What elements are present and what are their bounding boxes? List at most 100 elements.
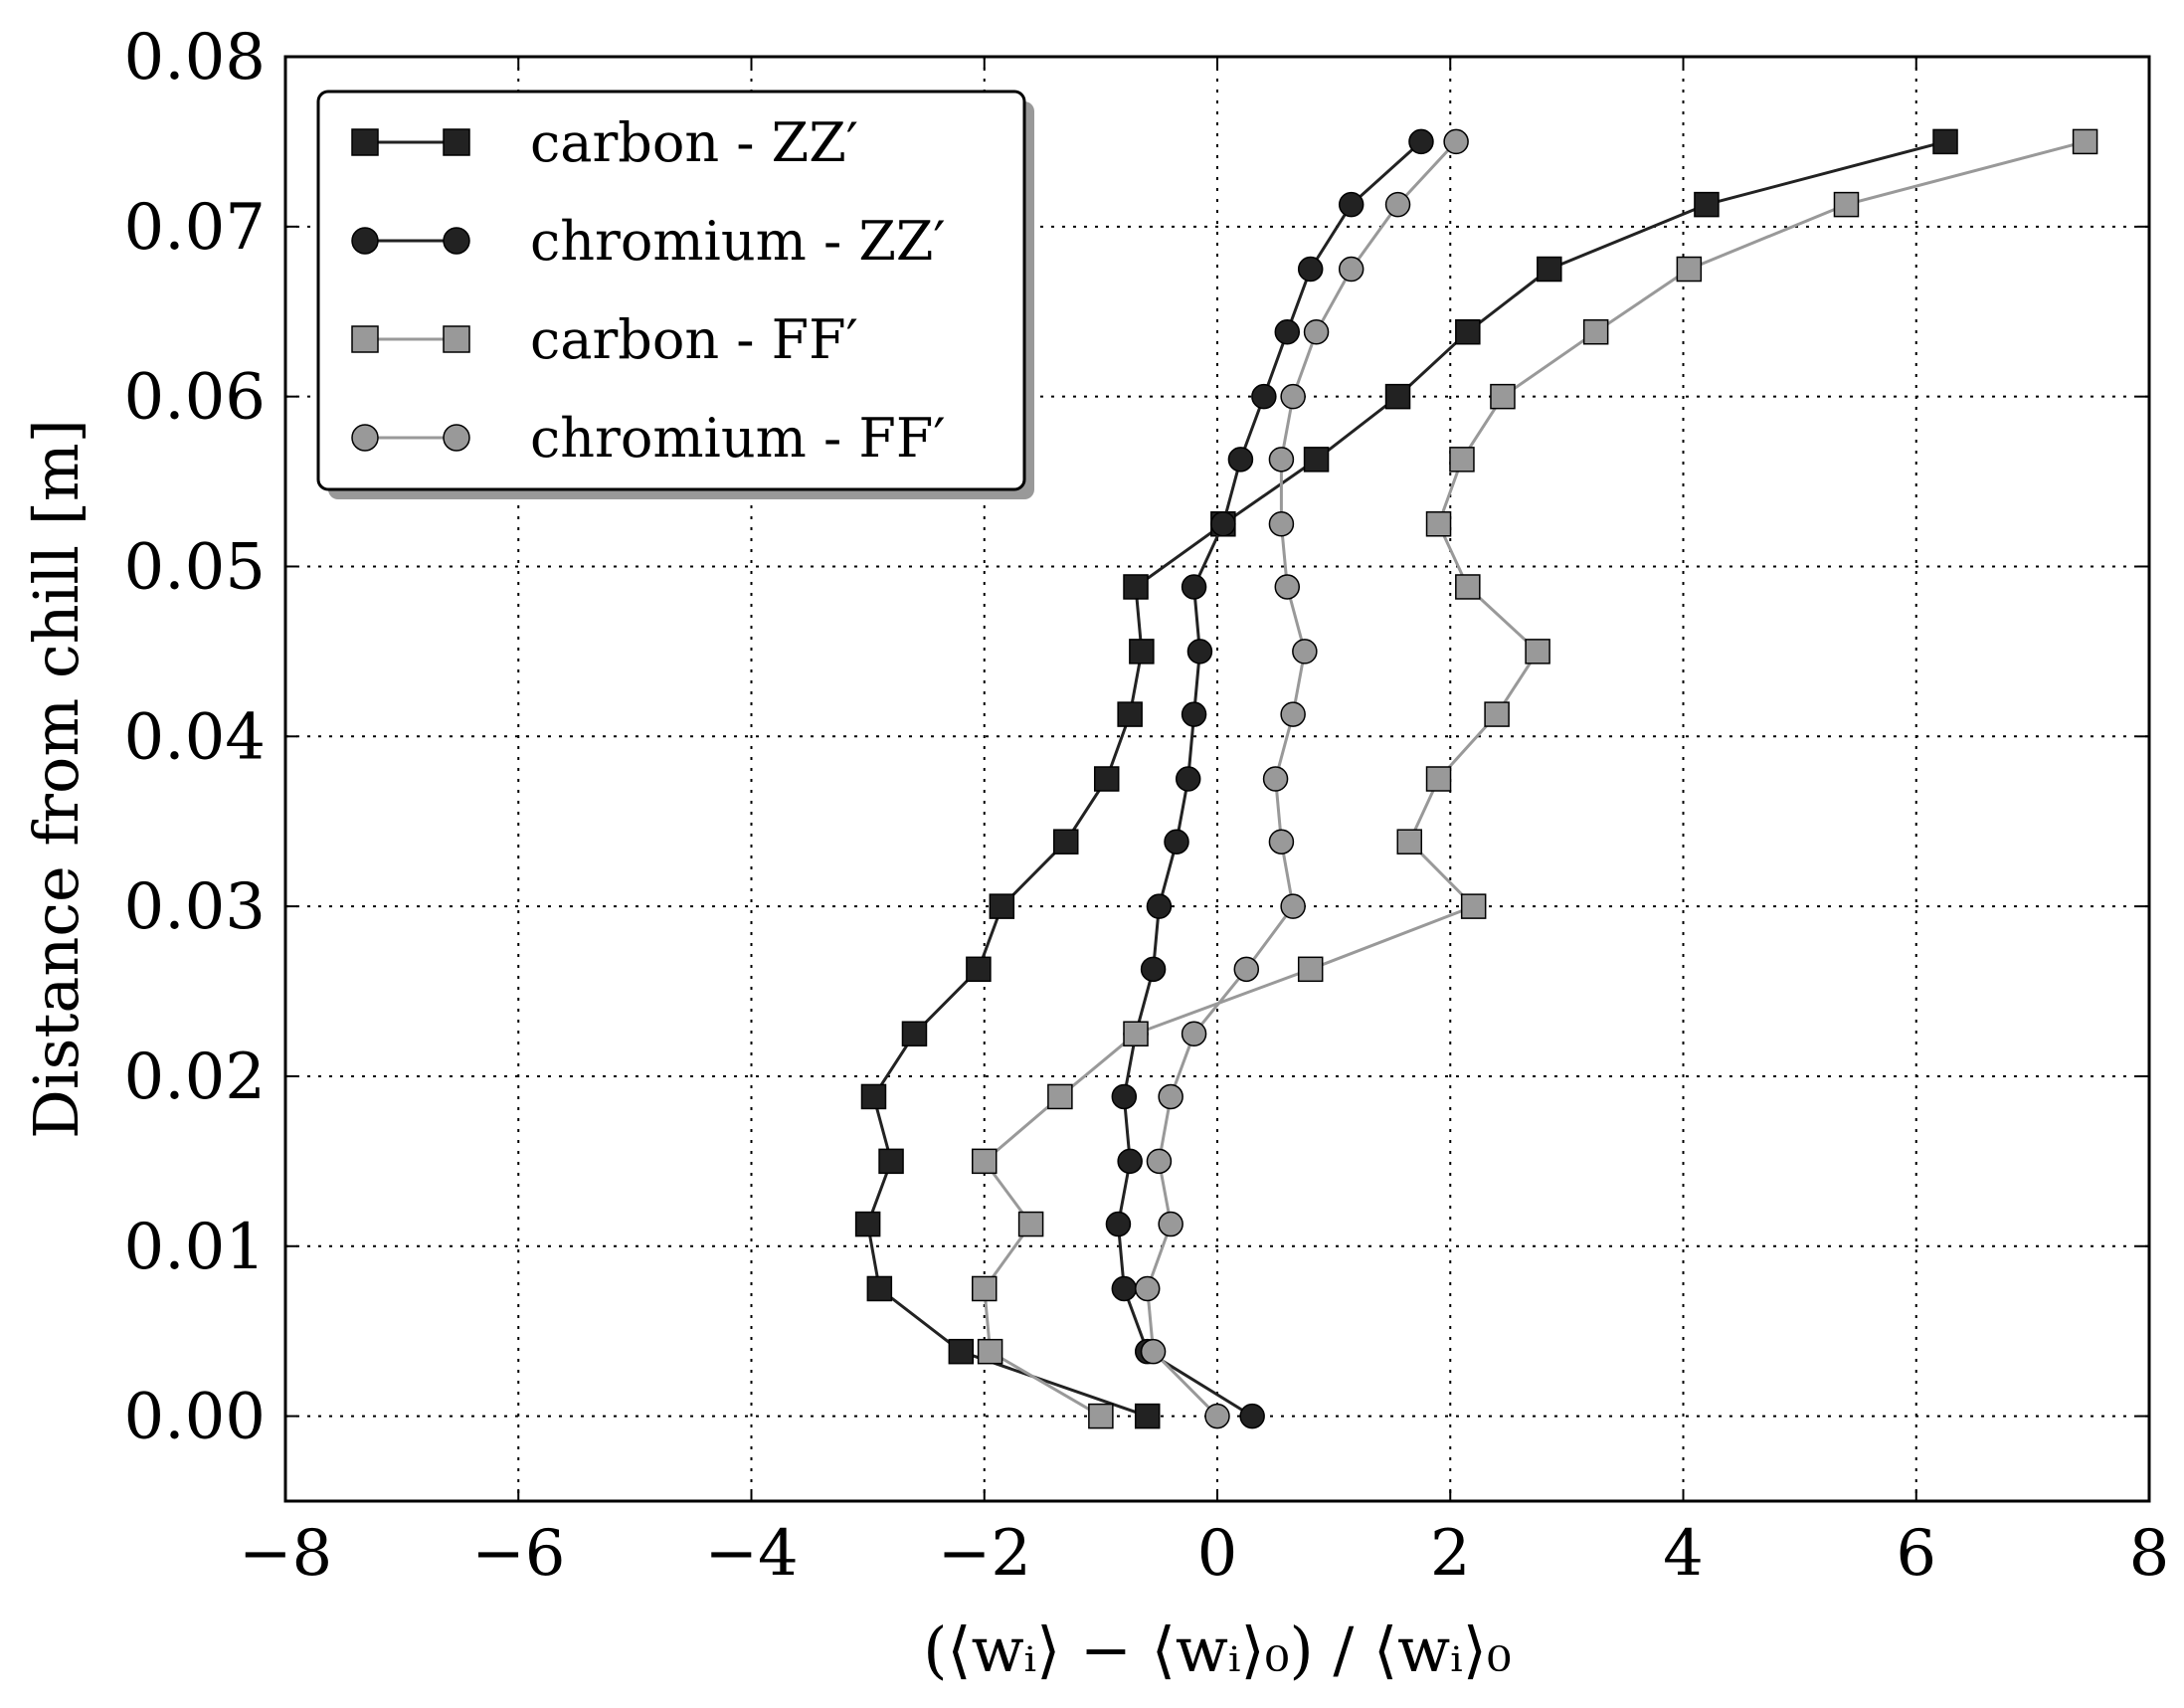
data-point [1204, 1403, 1230, 1429]
data-point [854, 1211, 881, 1237]
data-point [1268, 447, 1295, 473]
data-point [901, 1021, 928, 1046]
data-point [1123, 1021, 1149, 1046]
data-point [1181, 574, 1207, 600]
x-tick-label: 6 [1896, 1517, 1936, 1591]
data-point [1384, 191, 1411, 218]
series [854, 128, 1958, 1429]
y-tick-label: 0.06 [124, 361, 267, 435]
data-point [948, 1338, 975, 1365]
data-point [1443, 128, 1469, 155]
legend-entry: carbon - ZZ′ [351, 111, 858, 174]
data-point [1233, 956, 1260, 983]
legend-box [316, 90, 1026, 491]
y-tick-label: 0.03 [124, 870, 267, 944]
data-point [1490, 383, 1516, 410]
data-point [1280, 383, 1306, 410]
data-point [972, 1148, 998, 1175]
data-point [1146, 893, 1173, 919]
data-point [860, 1083, 887, 1110]
data-point [351, 325, 379, 353]
data-point [1932, 128, 1958, 155]
x-tick-label: −8 [239, 1517, 332, 1591]
data-point [351, 424, 379, 452]
data-point [1484, 701, 1510, 727]
data-point [1455, 574, 1481, 600]
legend: carbon - ZZ′ chromium - ZZ′ carbon - FF′ ch… [316, 90, 1034, 499]
data-point [1449, 447, 1475, 473]
data-point [1134, 1275, 1161, 1302]
data-point [1582, 318, 1609, 345]
series [972, 128, 2098, 1429]
series [1134, 128, 1469, 1429]
legend-entry: chromium - ZZ′ [351, 210, 946, 273]
data-point [1129, 639, 1155, 664]
data-point [1093, 766, 1120, 792]
data-point [1123, 574, 1149, 600]
data-point [1175, 766, 1201, 792]
legend-label: chromium - ZZ′ [530, 210, 946, 273]
data-point [1455, 318, 1481, 345]
data-point [1268, 511, 1295, 537]
data-point [351, 227, 379, 255]
data-point [1111, 1083, 1138, 1110]
x-tick-label: 8 [2129, 1517, 2170, 1591]
data-point [1297, 956, 1324, 983]
x-tick-label: −6 [471, 1517, 565, 1591]
data-point [1052, 829, 1079, 854]
data-point [1105, 1211, 1132, 1237]
data-point [1396, 829, 1423, 854]
data-point [1181, 1021, 1207, 1046]
data-point [1537, 256, 1562, 283]
data-point [1117, 701, 1143, 727]
data-point [1140, 956, 1167, 983]
x-tick-label: 4 [1663, 1517, 1704, 1591]
series-line [983, 139, 2086, 1418]
y-axis-label: Distance from chill [m] [20, 419, 92, 1139]
y-tick-label: 0.05 [124, 530, 267, 604]
data-point [1017, 1211, 1044, 1237]
legend-label: carbon - ZZ′ [530, 111, 858, 174]
data-point [1460, 893, 1487, 919]
series-layer [854, 128, 2098, 1429]
data-point [1117, 1148, 1143, 1175]
data-point [443, 325, 470, 353]
data-point [972, 1275, 998, 1302]
data-point [1280, 893, 1306, 919]
data-point [443, 424, 470, 452]
data-point [443, 128, 470, 156]
data-point [1134, 1403, 1161, 1429]
data-point [977, 1338, 1003, 1365]
data-point [1262, 766, 1289, 792]
data-point [1158, 1211, 1183, 1237]
data-point [1425, 511, 1452, 537]
data-point [1210, 511, 1236, 537]
data-point [1303, 318, 1330, 345]
legend-label: chromium - FF′ [530, 407, 946, 470]
data-point [989, 893, 1015, 919]
y-tick-label: 0.01 [124, 1211, 267, 1284]
data-point [1181, 701, 1207, 727]
legend-entry: carbon - FF′ [351, 308, 858, 371]
data-point [1239, 1403, 1265, 1429]
data-point [1274, 574, 1301, 600]
data-point [866, 1275, 893, 1302]
data-point [1525, 639, 1550, 664]
data-point [443, 227, 470, 255]
data-point [1303, 447, 1330, 473]
y-tick-label: 0.07 [124, 191, 267, 265]
x-tick-label: −4 [704, 1517, 798, 1591]
data-point [1140, 1338, 1167, 1365]
y-tick-label: 0.02 [124, 1041, 267, 1114]
data-point [1292, 639, 1318, 664]
data-point [1164, 829, 1189, 854]
x-axis-label: (⟨wᵢ⟩ − ⟨wᵢ⟩₀) / ⟨wᵢ⟩₀ [923, 1613, 1512, 1686]
y-tick-label: 0.04 [124, 700, 267, 774]
data-point [1297, 256, 1324, 283]
data-point [1251, 383, 1277, 410]
data-point [1268, 829, 1295, 854]
data-point [351, 128, 379, 156]
data-point [1047, 1083, 1073, 1110]
data-point [1186, 639, 1213, 664]
